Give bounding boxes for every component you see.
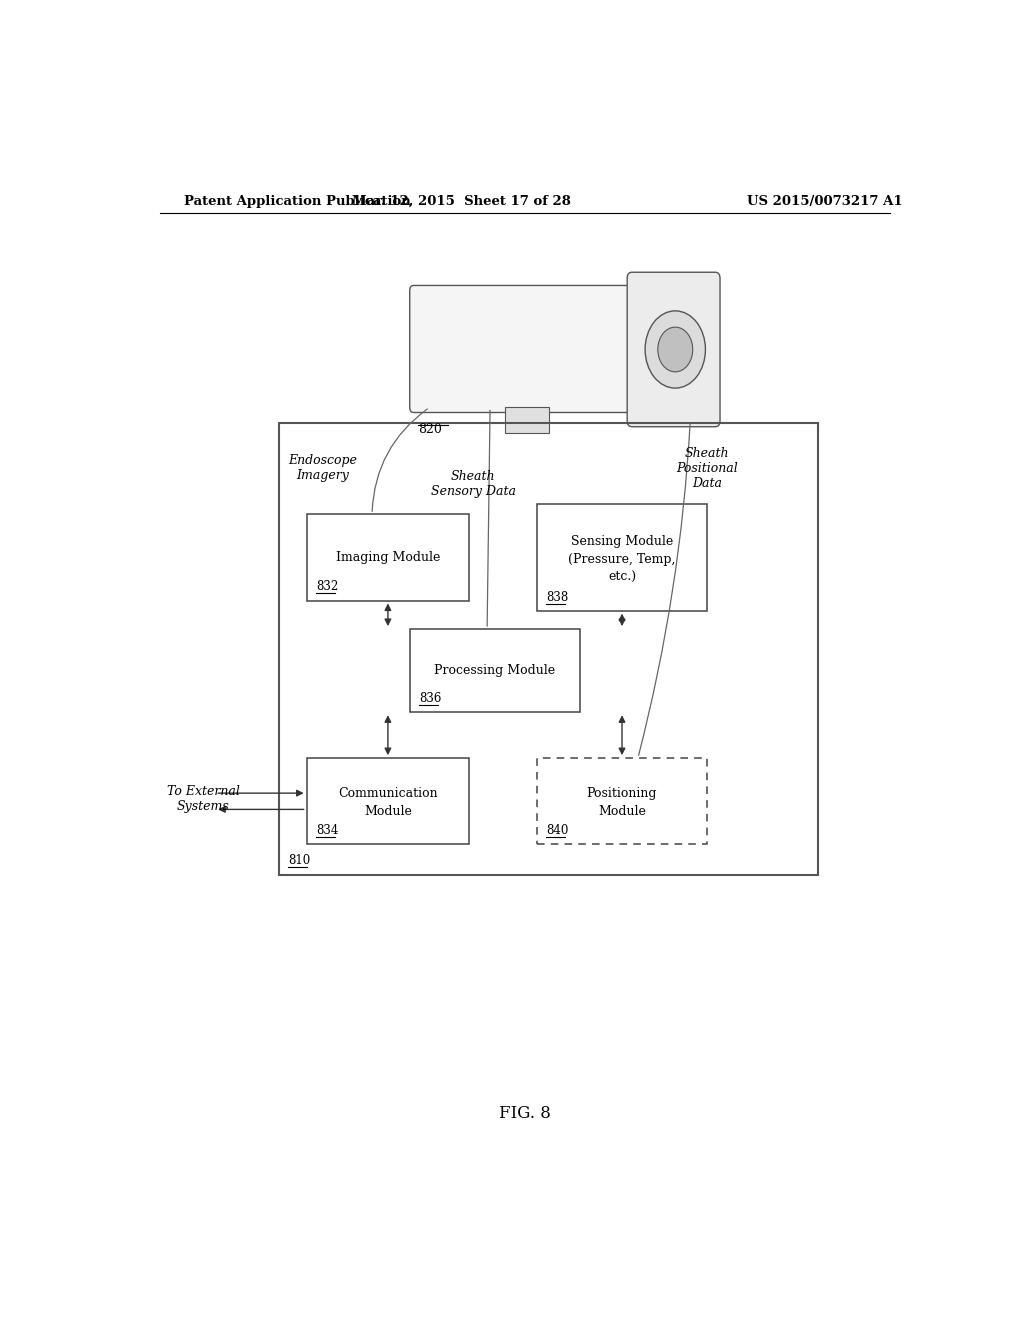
Bar (279, 422, 818, 875)
Circle shape (657, 327, 692, 372)
Text: Sheath
Sensory Data: Sheath Sensory Data (431, 470, 516, 498)
Text: Module: Module (598, 805, 646, 818)
Text: 840: 840 (546, 825, 568, 837)
Circle shape (645, 312, 706, 388)
Text: 820: 820 (418, 422, 441, 436)
Text: 832: 832 (316, 581, 338, 594)
FancyBboxPatch shape (627, 272, 720, 426)
Text: 836: 836 (419, 692, 441, 705)
Text: 810: 810 (289, 854, 310, 867)
Text: Patent Application Publication: Patent Application Publication (183, 194, 411, 207)
Text: Mar. 12, 2015  Sheet 17 of 28: Mar. 12, 2015 Sheet 17 of 28 (352, 194, 570, 207)
Text: US 2015/0073217 A1: US 2015/0073217 A1 (748, 194, 902, 207)
Bar (306, 515, 469, 601)
Text: Sensing Module: Sensing Module (571, 535, 673, 548)
Text: Sheath
Positional
Data: Sheath Positional Data (677, 447, 738, 490)
Text: 838: 838 (546, 590, 568, 603)
Text: FIG. 8: FIG. 8 (499, 1105, 551, 1122)
Text: Module: Module (364, 805, 412, 818)
Text: Endoscope
Imagery: Endoscope Imagery (288, 454, 357, 482)
Text: Positioning: Positioning (587, 787, 657, 800)
Text: Communication: Communication (338, 787, 437, 800)
Text: Processing Module: Processing Module (434, 664, 556, 677)
Text: etc.): etc.) (608, 572, 636, 585)
FancyBboxPatch shape (410, 285, 636, 412)
Bar (306, 758, 469, 845)
Bar (537, 758, 708, 845)
Text: 834: 834 (316, 825, 339, 837)
Text: (Pressure, Temp,: (Pressure, Temp, (568, 553, 676, 566)
Bar (505, 408, 549, 433)
Text: To External
Systems: To External Systems (167, 784, 240, 813)
Bar (410, 630, 581, 713)
Bar (537, 504, 708, 611)
Text: Imaging Module: Imaging Module (336, 550, 440, 564)
